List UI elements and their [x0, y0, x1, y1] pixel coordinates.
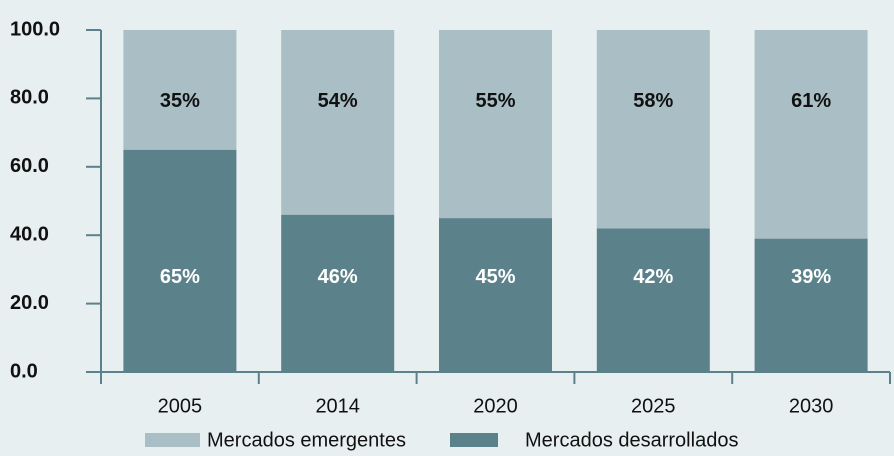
y-tick-label: 100.0 — [10, 18, 60, 40]
value-label: 58% — [633, 90, 673, 112]
x-tick-label: 2014 — [315, 395, 360, 417]
bar-segment — [754, 30, 868, 239]
legend-label: Mercados emergentes — [207, 429, 406, 451]
bar-segment — [123, 149, 237, 372]
bar-segment — [439, 218, 552, 372]
x-tick-label: 2030 — [789, 395, 834, 417]
bar-segment — [281, 30, 395, 215]
bar-segment — [281, 214, 395, 372]
bar-segment — [439, 30, 552, 219]
y-tick-label: 40.0 — [10, 223, 49, 245]
y-tick-label: 20.0 — [10, 292, 49, 314]
bar-segment — [123, 30, 237, 150]
bar-segment — [754, 238, 868, 372]
y-tick-label: 0.0 — [10, 360, 38, 382]
value-label: 45% — [475, 266, 515, 288]
value-label: 46% — [318, 266, 358, 288]
value-label: 54% — [318, 90, 358, 112]
bar-segment — [596, 228, 710, 372]
legend-label: Mercados desarrollados — [525, 429, 738, 451]
value-label: 65% — [160, 266, 200, 288]
y-tick-label: 60.0 — [10, 155, 49, 177]
value-label: 42% — [633, 266, 673, 288]
y-tick-label: 80.0 — [10, 87, 49, 109]
value-label: 55% — [475, 90, 515, 112]
bar-segment — [596, 30, 710, 229]
value-label: 39% — [791, 266, 831, 288]
x-tick-label: 2020 — [473, 395, 518, 417]
legend-swatch — [145, 433, 200, 447]
value-label: 61% — [791, 90, 831, 112]
value-label: 35% — [160, 90, 200, 112]
x-tick-label: 2005 — [158, 395, 203, 417]
x-tick-label: 2025 — [631, 395, 676, 417]
legend-swatch — [450, 433, 498, 447]
